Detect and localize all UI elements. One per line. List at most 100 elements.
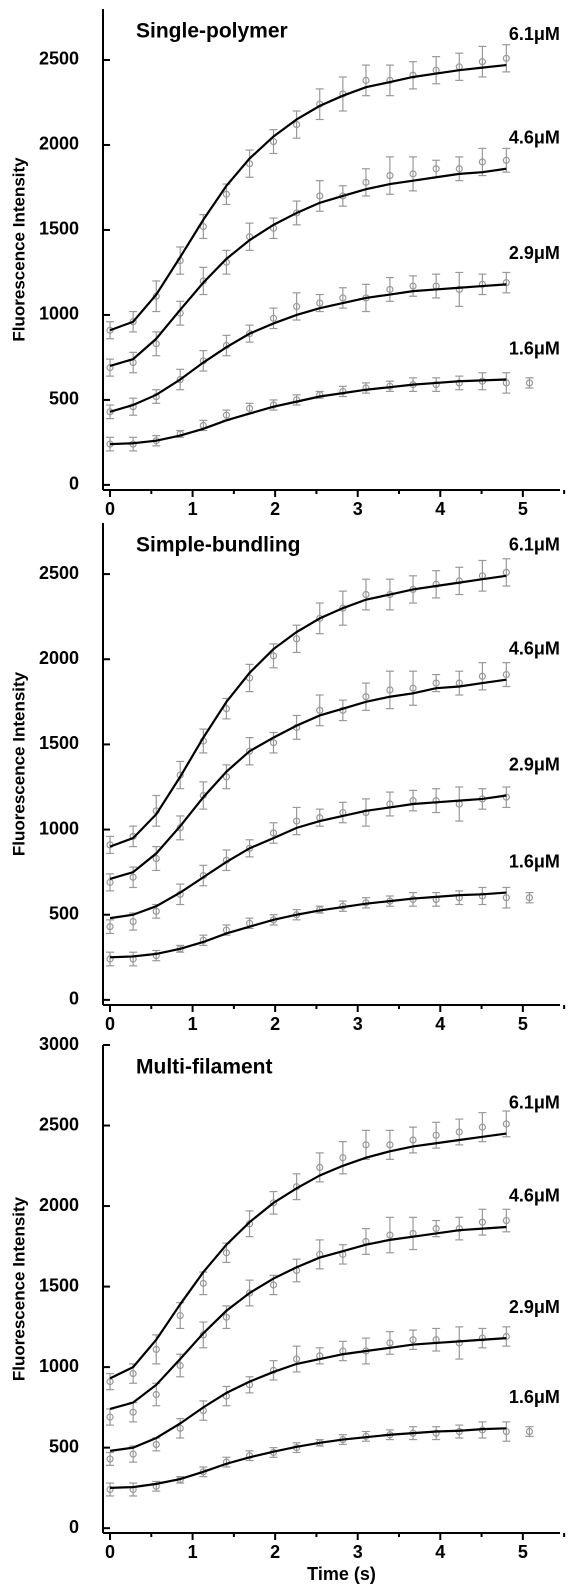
data-point (455, 379, 463, 387)
y-tick-label: 0 (69, 989, 79, 1009)
data-point (432, 797, 440, 805)
data-point (525, 1427, 534, 1436)
x-tick-label: 0 (105, 1014, 115, 1034)
x-tick-label: 0 (105, 1542, 115, 1562)
x-tick-label: 5 (518, 1014, 528, 1034)
data-point (478, 1123, 486, 1131)
fit-curve (109, 167, 507, 367)
data-point (222, 411, 231, 419)
data-point (339, 1154, 347, 1162)
data-point (362, 693, 370, 701)
data-point (152, 952, 160, 960)
x-tick-label: 1 (188, 1014, 198, 1034)
panel-title: Single-polymer (136, 20, 288, 43)
data-point (269, 137, 278, 146)
data-point (432, 381, 440, 389)
fit-curve (109, 1225, 507, 1411)
x-tick-label: 2 (270, 499, 280, 519)
data-point (106, 1413, 114, 1421)
y-tick-label: 2500 (39, 563, 79, 583)
y-tick-label: 500 (49, 903, 79, 923)
data-point (432, 580, 440, 588)
data-point (293, 1355, 301, 1363)
x-tick-label: 2 (270, 1014, 280, 1034)
data-point (316, 614, 324, 622)
data-point (106, 364, 114, 372)
data-point (409, 1136, 417, 1144)
data-point (129, 1408, 137, 1416)
data-point (316, 192, 324, 200)
x-axis-label: Time (s) (307, 1564, 376, 1584)
data-point (293, 120, 301, 129)
x-tick-label: 2 (270, 1542, 280, 1562)
data-point (293, 302, 301, 311)
data-point (502, 1120, 510, 1128)
data-point (478, 892, 486, 900)
x-tick-label: 4 (435, 1542, 445, 1562)
x-tick-label: 0 (105, 499, 115, 519)
data-point (386, 171, 394, 180)
data-point (525, 894, 534, 902)
y-tick-label: 2000 (39, 134, 79, 154)
y-tick-label: 1500 (39, 1275, 79, 1295)
data-point (432, 1429, 440, 1437)
series-label: 4.6μM (509, 1186, 560, 1206)
data-point (502, 568, 510, 576)
data-point (362, 76, 370, 84)
data-point (106, 923, 114, 931)
data-point (316, 1163, 324, 1172)
fit-curve (109, 891, 507, 959)
data-point (176, 1311, 184, 1320)
data-point (502, 670, 510, 679)
data-point (525, 379, 534, 387)
data-point (245, 330, 254, 338)
data-point (386, 1231, 394, 1239)
y-tick-label: 1000 (39, 818, 79, 838)
data-point (129, 873, 137, 881)
y-tick-label: 1500 (39, 219, 79, 239)
data-point (409, 684, 417, 692)
series-label: 2.9μM (509, 1297, 560, 1317)
data-point (362, 590, 370, 599)
y-tick-label: 500 (49, 389, 79, 409)
data-point (362, 1141, 370, 1149)
data-point (293, 817, 301, 825)
data-point (152, 340, 160, 348)
x-tick-label: 1 (188, 499, 198, 519)
data-point (129, 1450, 137, 1458)
data-point (269, 1199, 278, 1207)
data-point (176, 1424, 184, 1432)
y-tick-label: 1000 (39, 304, 79, 324)
panel-title: Simple-bundling (136, 534, 300, 557)
series-label: 1.6μM (509, 851, 560, 871)
data-point (222, 190, 231, 198)
data-point (106, 878, 114, 886)
data-point (152, 1345, 160, 1353)
data-point (455, 1339, 463, 1347)
y-tick-label: 0 (69, 474, 79, 494)
data-point (432, 1225, 440, 1233)
data-point (222, 1313, 231, 1321)
data-point (106, 1485, 114, 1494)
fit-curve (109, 574, 507, 848)
series-label: 2.9μM (509, 754, 560, 774)
data-point (316, 706, 324, 714)
data-point (502, 279, 510, 287)
data-point (199, 1279, 207, 1287)
data-point (176, 375, 184, 384)
data-point (409, 170, 417, 178)
y-tick-label: 2500 (39, 1114, 79, 1134)
data-point (106, 955, 114, 963)
fit-curve (109, 378, 507, 446)
data-point (106, 1378, 114, 1386)
series-label: 4.6μM (509, 128, 560, 148)
data-point (478, 280, 486, 288)
y-tick-label: 3000 (39, 1034, 79, 1054)
data-point (152, 1390, 160, 1399)
fit-curve (109, 1427, 507, 1489)
data-point (222, 705, 231, 713)
y-tick-label: 2000 (39, 648, 79, 668)
data-point (386, 686, 394, 694)
data-point (269, 829, 278, 837)
data-point (176, 1361, 184, 1370)
